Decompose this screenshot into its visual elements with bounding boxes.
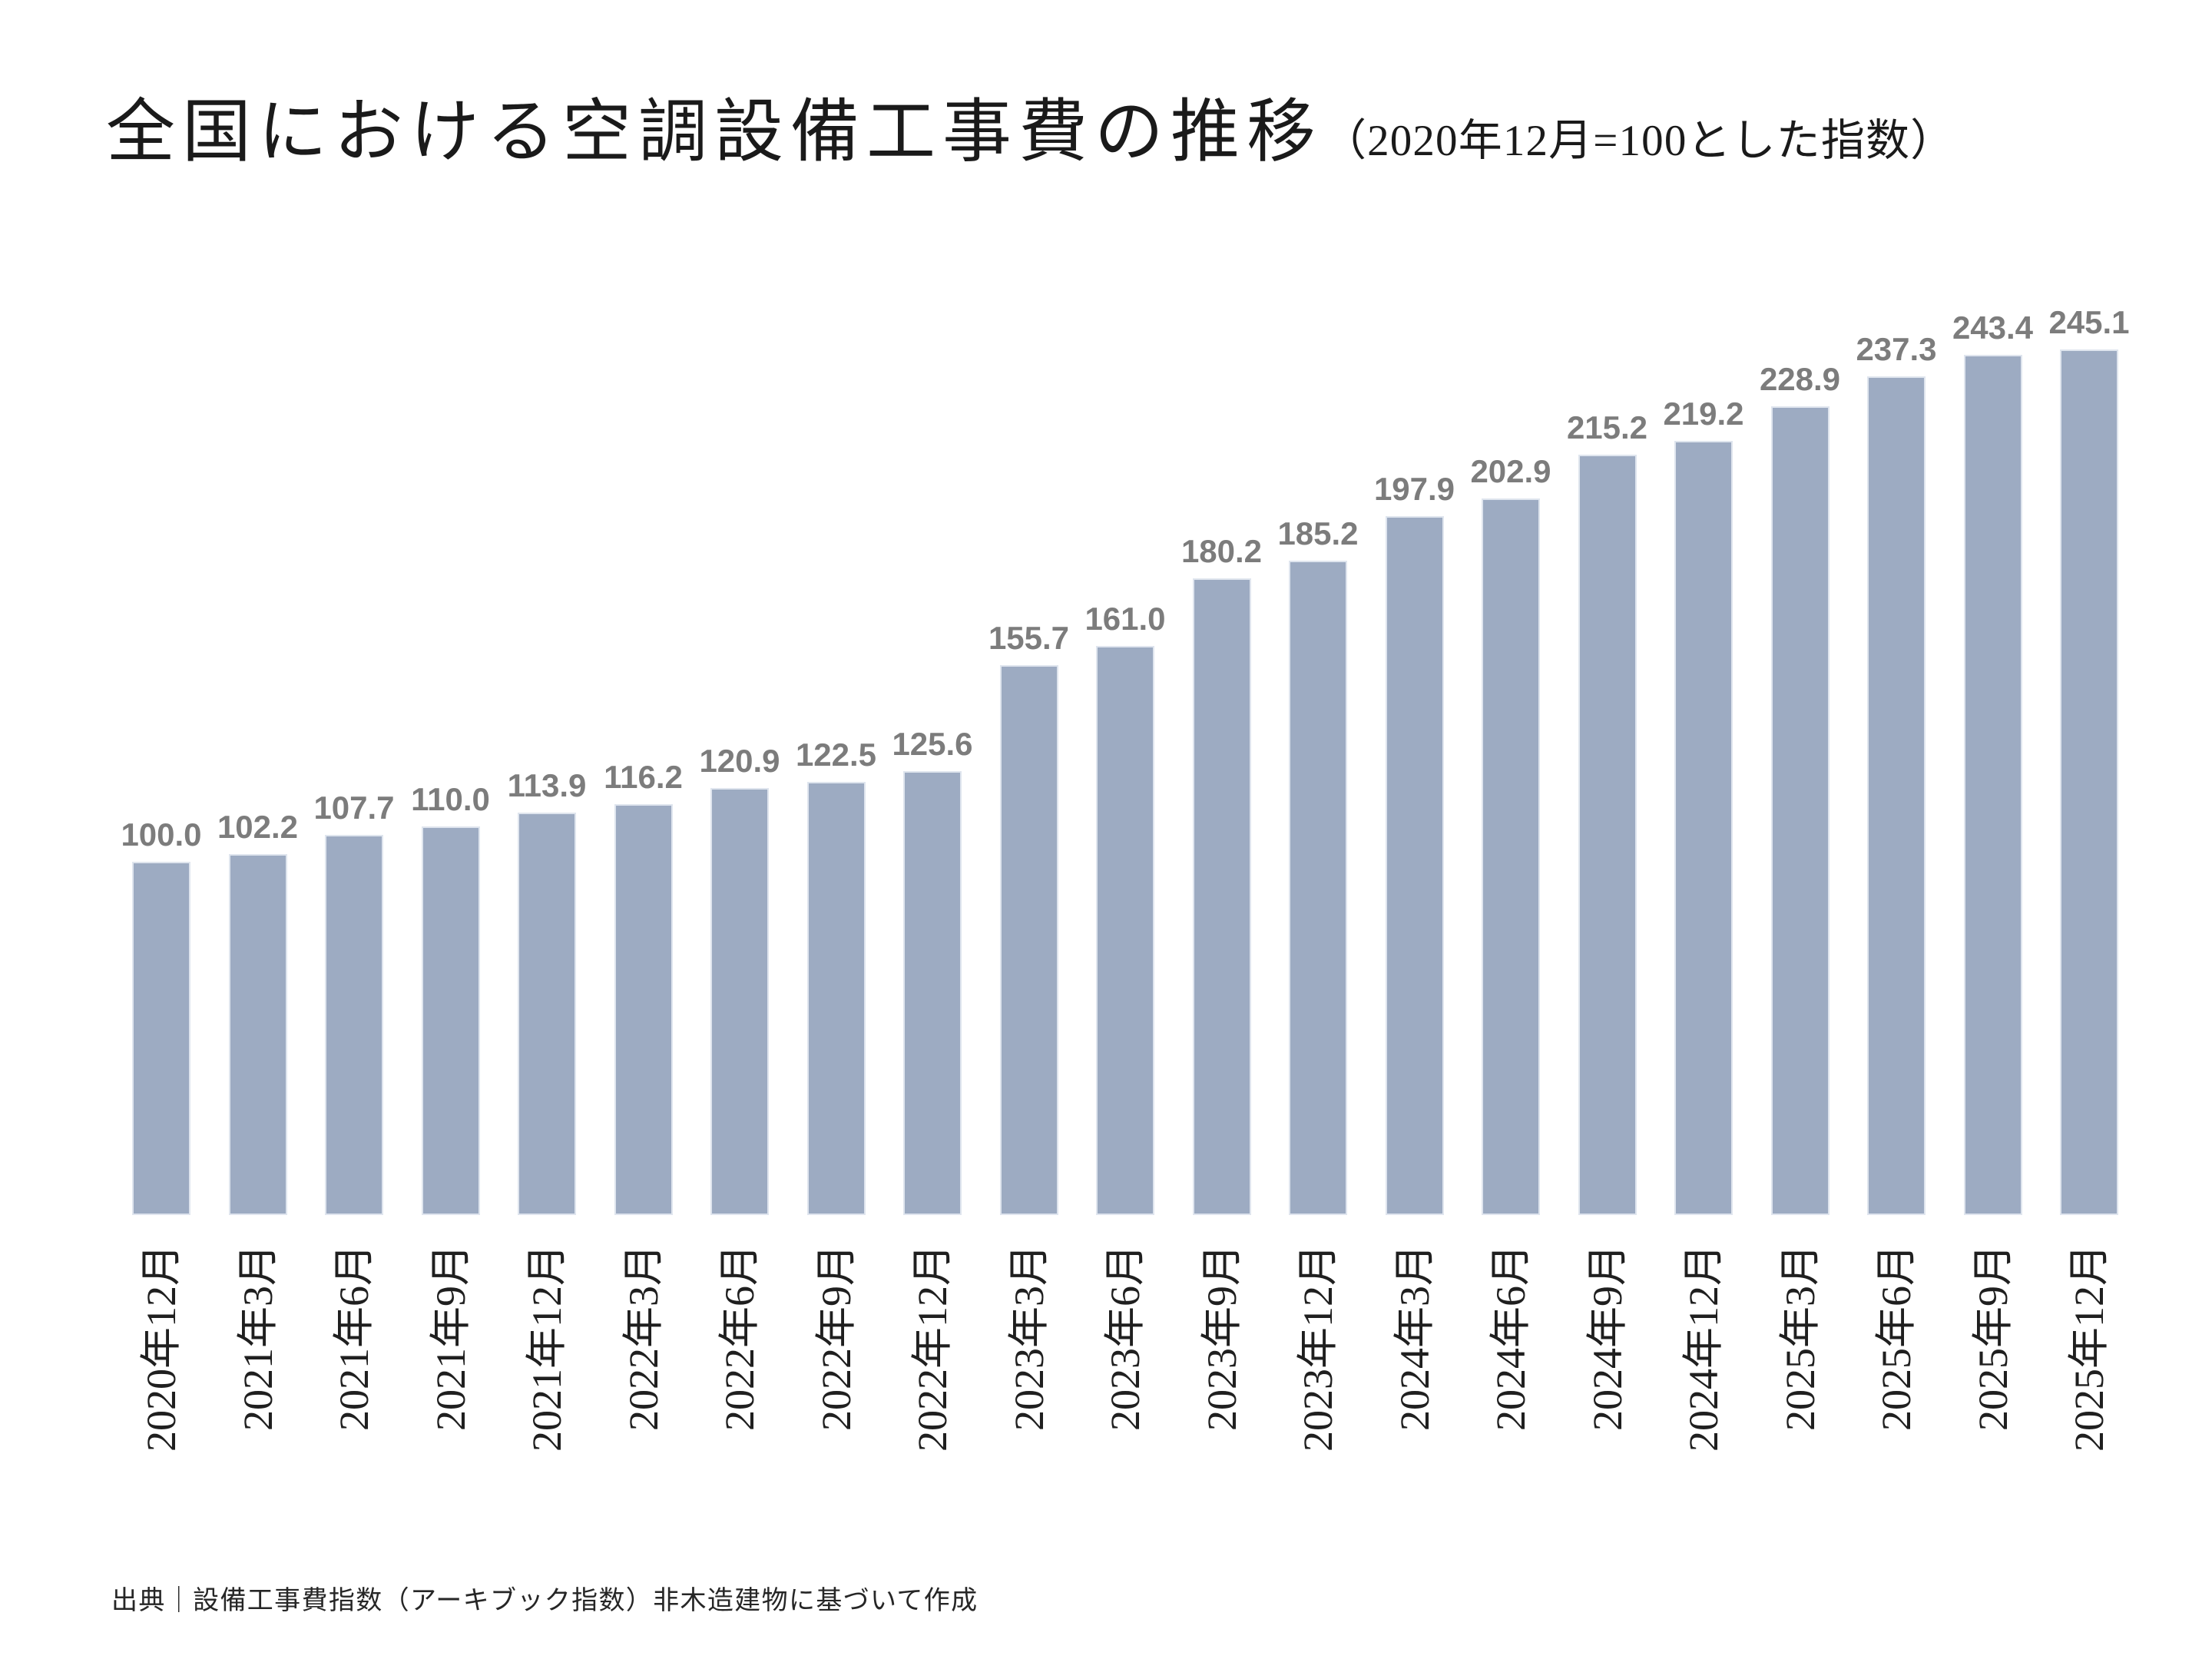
x-axis-label: 2022年9月 bbox=[813, 1244, 859, 1431]
bar-value-label: 120.9 bbox=[699, 743, 780, 779]
bar-value-label: 228.9 bbox=[1759, 361, 1841, 397]
x-axis-label: 2025年6月 bbox=[1873, 1244, 1919, 1431]
bar bbox=[1770, 406, 1830, 1215]
bar-value-label: 245.1 bbox=[2048, 304, 2130, 340]
bar bbox=[1482, 498, 1540, 1215]
bar-value-label: 110.0 bbox=[411, 781, 490, 817]
chart-title: 全国における空調設備工事費の推移（2020年12月=100とした指数） bbox=[106, 75, 1955, 175]
bar-value-label: 161.0 bbox=[1084, 601, 1166, 637]
bar bbox=[1867, 376, 1926, 1215]
bar-value-label: 219.2 bbox=[1663, 396, 1744, 432]
bar bbox=[999, 665, 1058, 1215]
bar bbox=[228, 854, 287, 1215]
source-note: 出典｜設備工事費指数（アーキブック指数）非木造建物に基づいて作成 bbox=[111, 1586, 979, 1615]
bar-value-label: 125.6 bbox=[892, 726, 973, 762]
bar bbox=[421, 826, 480, 1215]
bar-value-label: 155.7 bbox=[988, 620, 1070, 656]
bar-value-label: 202.9 bbox=[1470, 453, 1551, 489]
x-axis-label: 2024年6月 bbox=[1488, 1244, 1534, 1431]
x-axis-label: 2021年12月 bbox=[524, 1244, 570, 1452]
x-axis-label: 2023年6月 bbox=[1102, 1244, 1148, 1431]
bar bbox=[710, 788, 769, 1215]
x-axis-label: 2022年6月 bbox=[717, 1244, 763, 1431]
x-axis-label: 2025年9月 bbox=[1969, 1244, 2016, 1431]
bar-value-label: 180.2 bbox=[1181, 533, 1263, 569]
bar bbox=[1963, 355, 2022, 1215]
bar-value-label: 215.2 bbox=[1566, 409, 1648, 445]
bar-value-label: 185.2 bbox=[1277, 515, 1359, 551]
bar-value-label: 113.9 bbox=[507, 767, 587, 803]
bar bbox=[1289, 561, 1347, 1215]
chart-title-main: 全国における空調設備工事費の推移 bbox=[106, 94, 1323, 171]
bar-value-label: 197.9 bbox=[1373, 471, 1455, 507]
bar bbox=[806, 782, 866, 1215]
bar bbox=[2060, 349, 2118, 1215]
bar-value-label: 237.3 bbox=[1856, 331, 1937, 367]
bar bbox=[132, 862, 190, 1215]
bar bbox=[1192, 578, 1251, 1215]
x-axis-label: 2021年3月 bbox=[234, 1244, 281, 1431]
x-axis-label: 2025年12月 bbox=[2066, 1244, 2112, 1452]
bar bbox=[1674, 441, 1733, 1215]
bar-value-label: 100.0 bbox=[121, 816, 202, 853]
bar bbox=[903, 771, 962, 1215]
x-axis-label: 2022年3月 bbox=[620, 1244, 667, 1431]
x-axis-label: 2022年12月 bbox=[909, 1244, 955, 1452]
x-axis-label: 2021年6月 bbox=[331, 1244, 377, 1431]
bar bbox=[1096, 646, 1154, 1215]
x-axis-label: 2024年3月 bbox=[1391, 1244, 1438, 1431]
x-axis-label: 2023年12月 bbox=[1295, 1244, 1341, 1452]
x-axis-label: 2023年9月 bbox=[1198, 1244, 1245, 1431]
x-axis-label: 2025年3月 bbox=[1777, 1244, 1823, 1431]
x-axis-label: 2024年9月 bbox=[1584, 1244, 1631, 1431]
bar bbox=[614, 804, 673, 1215]
chart-title-subtitle: （2020年12月=100とした指数） bbox=[1323, 117, 1955, 165]
x-axis-label: 2021年9月 bbox=[427, 1244, 474, 1431]
bar-value-label: 107.7 bbox=[313, 790, 395, 826]
bar-value-label: 116.2 bbox=[604, 759, 683, 795]
bar bbox=[1578, 455, 1637, 1215]
x-axis-label: 2024年12月 bbox=[1681, 1244, 1727, 1452]
bar-value-label: 243.4 bbox=[1952, 310, 2034, 346]
bar-value-label: 102.2 bbox=[217, 809, 299, 845]
x-axis-label: 2023年3月 bbox=[1005, 1244, 1052, 1431]
x-axis-label: 2020年12月 bbox=[138, 1244, 184, 1452]
bar bbox=[325, 835, 383, 1215]
bar-value-label: 122.5 bbox=[795, 737, 877, 773]
bar bbox=[1385, 516, 1444, 1215]
bar bbox=[518, 813, 576, 1215]
